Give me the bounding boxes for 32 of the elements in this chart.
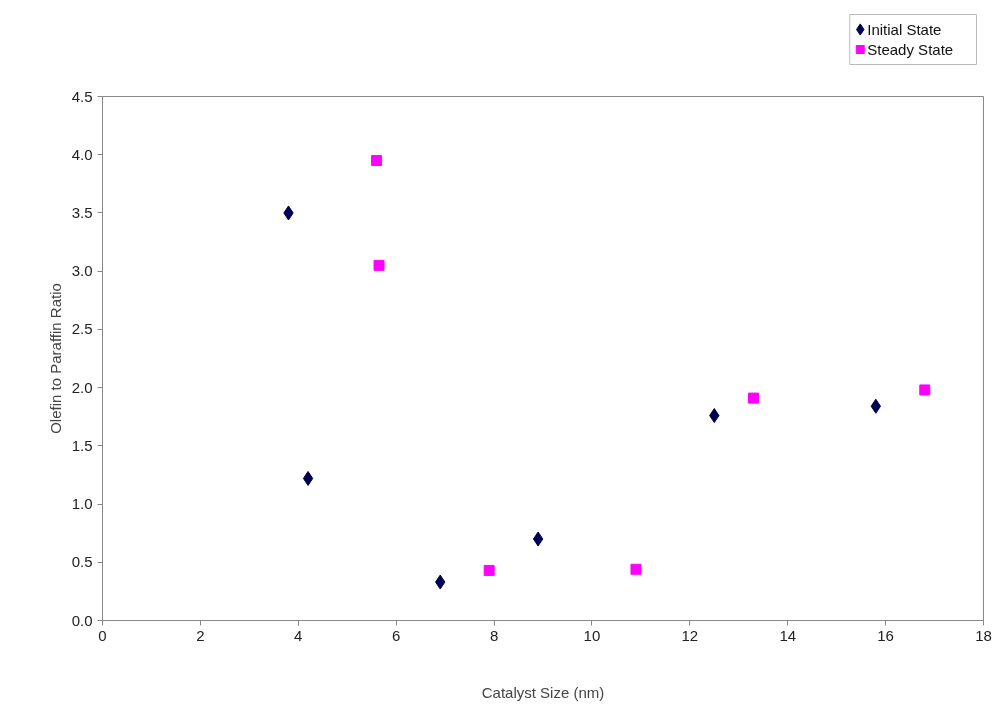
y-tick-label: 0.0 bbox=[71, 611, 93, 629]
x-axis-title: Catalyst Size (nm) bbox=[481, 683, 605, 701]
x-tick-label: 6 bbox=[392, 626, 401, 644]
x-tick-label: 18 bbox=[975, 626, 992, 644]
x-tick-label: 16 bbox=[877, 626, 894, 644]
x-tick-label: 10 bbox=[583, 626, 601, 644]
x-tick-label: 0 bbox=[98, 626, 107, 644]
legend-label: Initial State bbox=[867, 21, 942, 38]
y-tick-label: 3.5 bbox=[71, 203, 93, 221]
point bbox=[483, 564, 495, 576]
y-tick-label: 4.0 bbox=[71, 145, 93, 163]
y-tick-label: 1.0 bbox=[71, 495, 93, 513]
point bbox=[532, 531, 544, 547]
x-tick-label: 4 bbox=[294, 626, 303, 644]
x-tick-label: 2 bbox=[196, 626, 205, 644]
y-tick-label: 4.5 bbox=[71, 87, 93, 105]
y-tick-label: 1.5 bbox=[71, 436, 93, 454]
point bbox=[371, 155, 383, 167]
y-tick-label: 3.0 bbox=[71, 262, 93, 280]
point bbox=[919, 384, 931, 396]
y-tick-label: 0.5 bbox=[71, 553, 93, 571]
y-tick-label: 2.0 bbox=[71, 378, 93, 396]
point bbox=[630, 563, 642, 575]
x-tick-label: 8 bbox=[489, 626, 499, 644]
y-tick-label: 2.5 bbox=[71, 320, 93, 338]
legend-label: Steady State bbox=[867, 41, 954, 58]
y-axis-title: Olefin to Paraffin Ratio bbox=[46, 283, 64, 434]
point bbox=[302, 470, 314, 486]
x-tick-label: 12 bbox=[681, 626, 699, 644]
point bbox=[373, 259, 385, 271]
point bbox=[747, 392, 759, 404]
x-tick-label: 14 bbox=[779, 626, 797, 644]
